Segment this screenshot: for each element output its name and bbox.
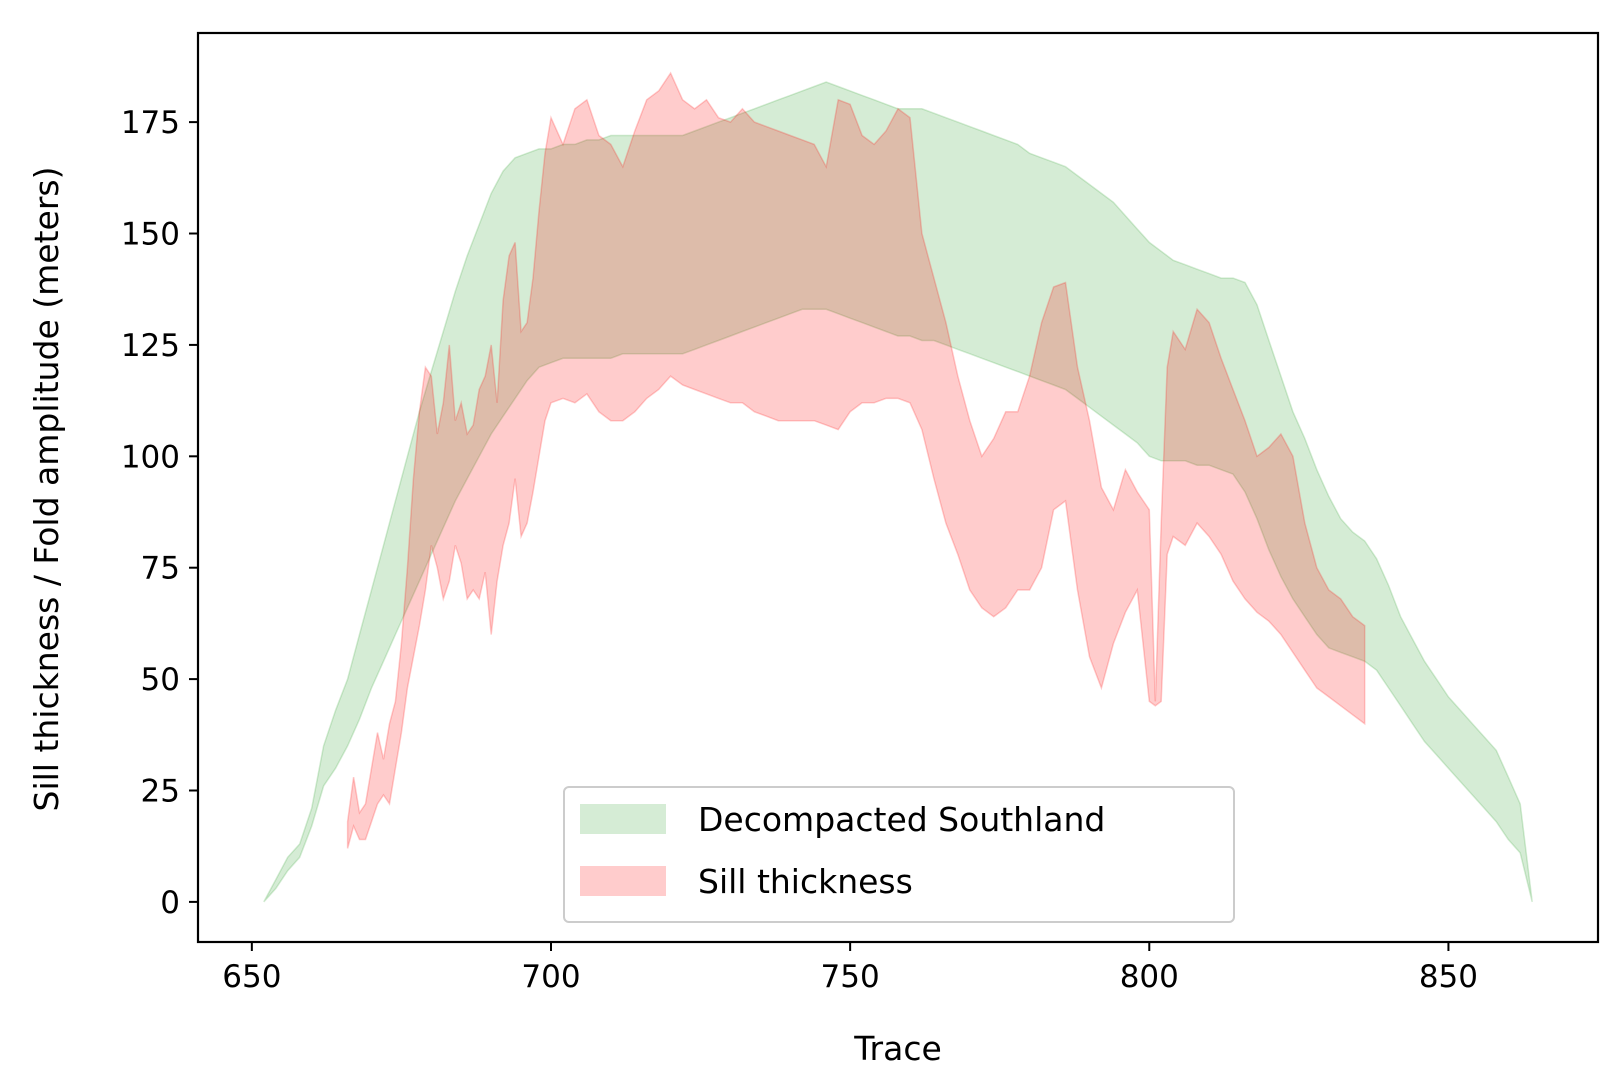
legend: Decompacted Southland Sill thickness (563, 786, 1235, 923)
y-axis-title: Sill thickness / Fold amplitude (meters) (27, 167, 66, 812)
y-tick-label: 50 (141, 662, 180, 698)
x-tick-label: 700 (521, 959, 580, 995)
plot-frame (196, 31, 1600, 944)
x-tick-label: 750 (821, 959, 880, 995)
legend-swatch-sill-thickness (580, 866, 666, 896)
series-band-sill-thickness (346, 71, 1366, 849)
x-axis-title: Trace (853, 1029, 942, 1068)
legend-frame (563, 786, 1235, 923)
series-band-decompacted-southland (263, 81, 1533, 903)
y-tick-label: 125 (121, 328, 180, 364)
y-tick-label: 75 (141, 551, 180, 587)
y-tick-label: 100 (121, 439, 180, 475)
series-layer (263, 71, 1533, 903)
legend-label-sill-thickness: Sill thickness (698, 862, 913, 901)
x-tick-label: 800 (1120, 959, 1179, 995)
x-axis: 650 700 750 800 850 (222, 942, 1478, 995)
y-tick-label: 150 (121, 217, 180, 253)
x-tick-label: 850 (1419, 959, 1478, 995)
x-tick-label: 650 (222, 959, 281, 995)
y-tick-label: 175 (121, 105, 180, 141)
y-tick-label: 25 (141, 774, 180, 810)
y-tick-label: 0 (160, 885, 180, 921)
legend-swatch-decompacted-southland (580, 804, 666, 834)
legend-label-decompacted-southland: Decompacted Southland (698, 800, 1105, 839)
y-axis: 0 25 50 75 100 125 150 175 (121, 105, 198, 921)
